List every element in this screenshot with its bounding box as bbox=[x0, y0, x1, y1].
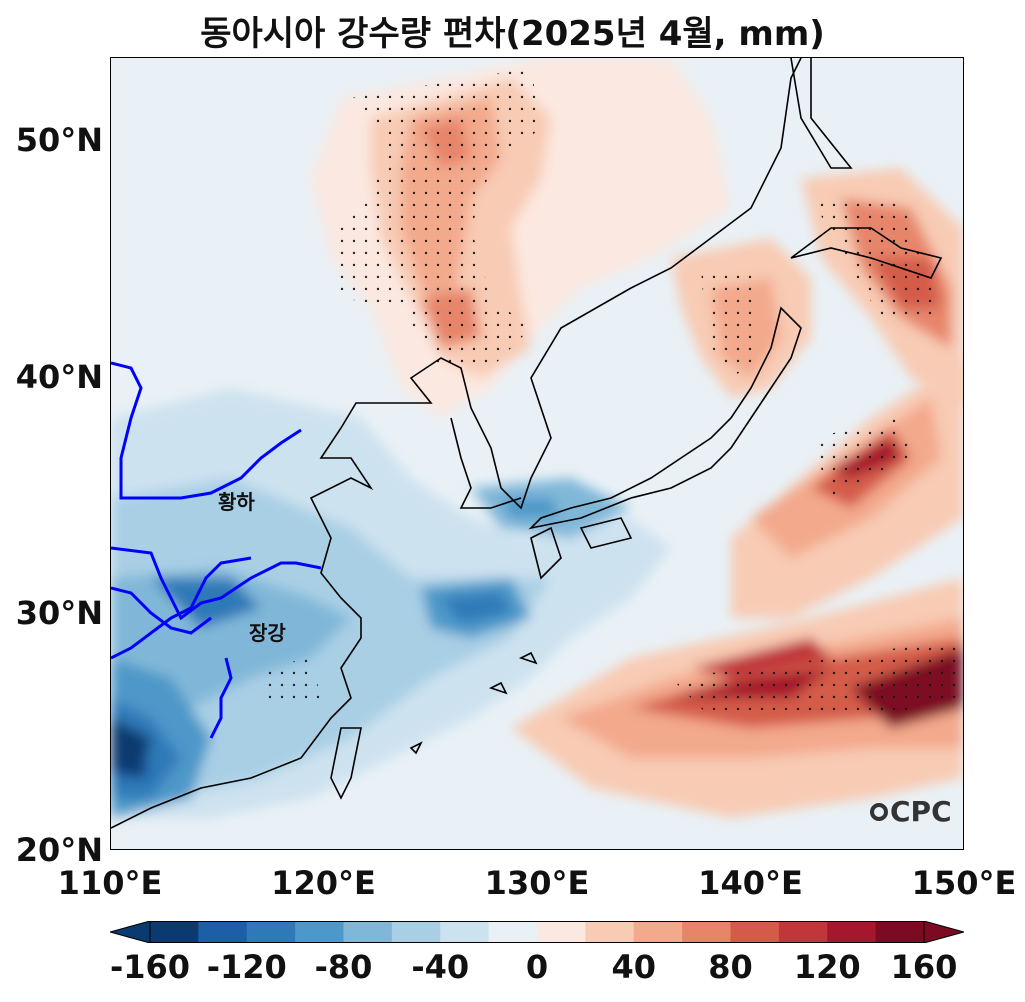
logo-circle-icon bbox=[870, 802, 888, 821]
colorbar-segment bbox=[150, 921, 199, 943]
colorbar-segment bbox=[198, 921, 248, 943]
lon-tick-label: 130°E bbox=[484, 864, 590, 902]
colorbar-border bbox=[149, 921, 925, 943]
colorbar-tick-label: -80 bbox=[314, 948, 373, 986]
yellow-river-label: 황하 bbox=[218, 490, 255, 514]
colorbar-tick-label: 40 bbox=[611, 948, 657, 986]
lat-tick-label: 30°N bbox=[15, 594, 103, 633]
colorbar-segment bbox=[343, 921, 393, 943]
colorbar-segment bbox=[827, 921, 877, 943]
colorbar-segment bbox=[246, 921, 296, 943]
anomaly-map-canvas bbox=[111, 58, 963, 849]
logo-text: CPC bbox=[890, 795, 952, 828]
coastlines bbox=[111, 58, 943, 829]
logo: CPC bbox=[870, 795, 952, 828]
map-title: 동아시아 강수량 편차(2025년 4월, mm) bbox=[200, 14, 825, 54]
yellow-river-line bbox=[111, 361, 302, 500]
lon-tick-label: 140°E bbox=[698, 864, 803, 902]
colorbar-segment bbox=[730, 921, 780, 943]
colorbar-segment bbox=[537, 921, 586, 943]
anomaly-map bbox=[110, 57, 964, 850]
colorbar-tick-label: 0 bbox=[525, 948, 549, 986]
colorbar-segment bbox=[682, 921, 731, 943]
colorbar-tick-label: 80 bbox=[708, 948, 753, 986]
colorbar-segment bbox=[778, 921, 828, 943]
yangtze-upper-line bbox=[111, 556, 252, 660]
colorbar-tick-label: 160 bbox=[890, 948, 958, 986]
colorbar-max-extend bbox=[923, 921, 964, 943]
colorbar-tick-label: -120 bbox=[206, 948, 287, 986]
lon-tick-label: 120°E bbox=[271, 864, 376, 902]
yangtze-tributary-line bbox=[111, 586, 212, 635]
lat-tick-label: 20°N bbox=[15, 831, 103, 869]
colorbar-segment bbox=[391, 921, 441, 943]
colorbar-tick-label: -40 bbox=[411, 948, 470, 986]
lon-tick-label: 150°E bbox=[911, 864, 1017, 902]
colorbar-segment bbox=[875, 921, 925, 943]
lat-tick-label: 50°N bbox=[15, 120, 103, 159]
lat-tick-label: 40°N bbox=[15, 357, 103, 396]
colorbar-segment bbox=[440, 921, 490, 943]
rivers bbox=[111, 361, 322, 739]
colorbar-min-extend bbox=[110, 921, 151, 943]
colorbar-segment bbox=[295, 921, 344, 943]
colorbar-tick-label: 120 bbox=[793, 948, 861, 986]
colorbar-segment bbox=[633, 921, 683, 943]
lon-tick-label: 110°E bbox=[57, 864, 163, 902]
yangtze-line bbox=[111, 546, 322, 621]
colorbar-tick-label: -160 bbox=[109, 948, 191, 986]
southern-river-line bbox=[209, 657, 233, 739]
colorbar-segment bbox=[488, 921, 538, 943]
colorbar bbox=[110, 921, 964, 943]
yangtze-label: 장강 bbox=[249, 621, 286, 645]
colorbar-segment bbox=[585, 921, 635, 943]
